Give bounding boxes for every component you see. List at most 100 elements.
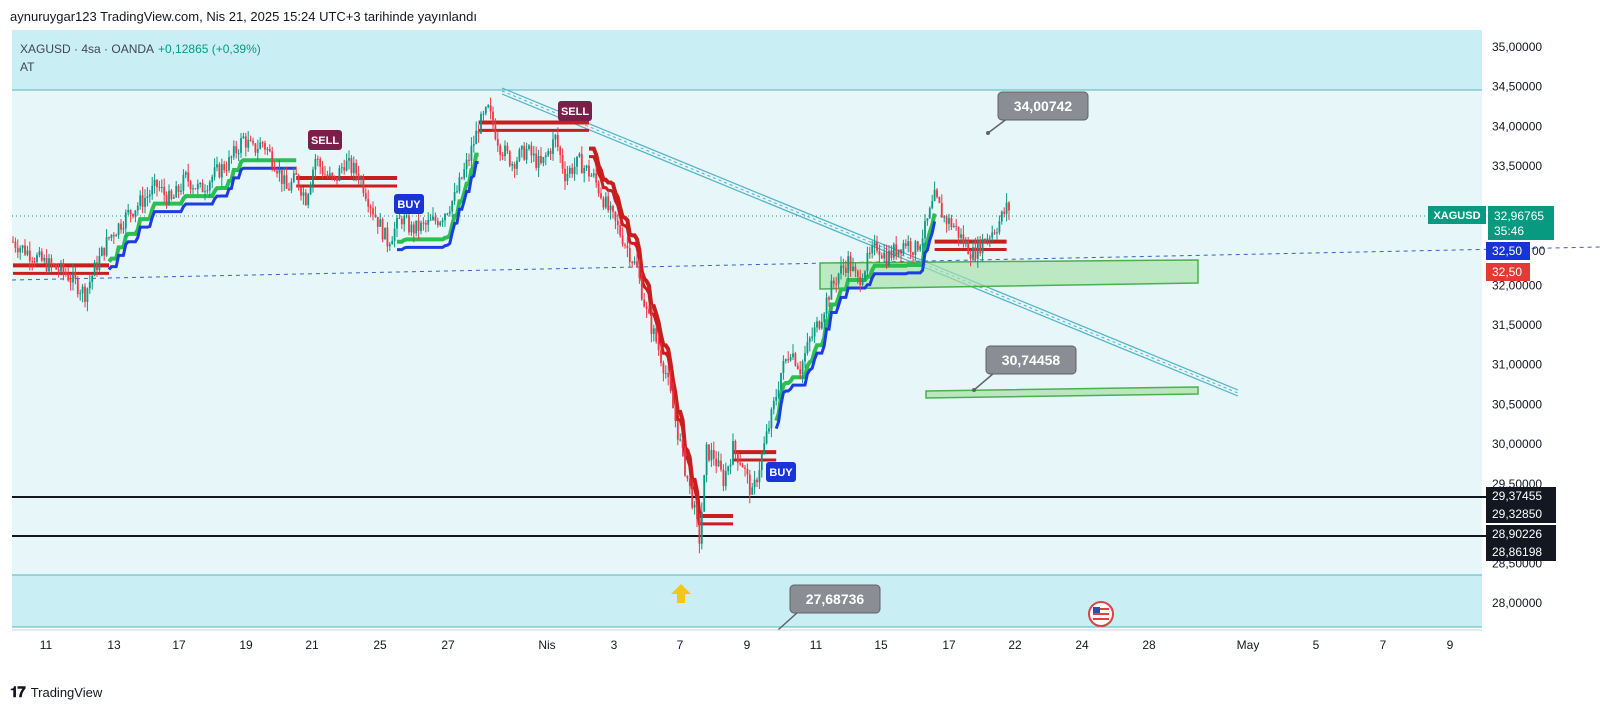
candle-body xyxy=(110,234,113,238)
candle-body xyxy=(912,252,914,255)
support-badges: 29,37455 29,32850 28,90226 28,86198 xyxy=(1486,487,1556,561)
candle-body xyxy=(324,174,326,176)
candle-body xyxy=(312,169,314,185)
candle-body xyxy=(960,234,962,238)
candle-body xyxy=(580,153,583,174)
svg-text:35:46: 35:46 xyxy=(1494,224,1524,238)
descending-channel[interactable] xyxy=(501,87,1239,397)
candle-body xyxy=(417,220,420,231)
candle-body xyxy=(765,431,768,444)
candle-body xyxy=(432,216,434,220)
candle-body xyxy=(645,306,648,309)
candle-body xyxy=(268,149,271,152)
price-tick-label: 33,50000 xyxy=(1492,159,1542,173)
candle-body xyxy=(247,139,250,148)
candle-body xyxy=(976,240,979,259)
upper-band xyxy=(12,30,1482,90)
candle-body xyxy=(355,163,358,174)
candle-body xyxy=(139,195,142,206)
candle-body xyxy=(530,145,533,156)
candle-body xyxy=(904,243,907,247)
candle-body xyxy=(727,466,730,472)
candle-body xyxy=(808,338,811,343)
candle-body xyxy=(444,213,446,221)
candle-body xyxy=(436,220,439,226)
candle-body xyxy=(216,164,218,168)
candle-body xyxy=(664,373,667,375)
candle-body xyxy=(496,139,499,146)
candle-body xyxy=(482,113,485,115)
price-scale[interactable]: 35,00000 34,50000 34,00000 33,50000 32,00000… xyxy=(1492,40,1542,610)
candle-body xyxy=(693,504,696,508)
target-zone[interactable] xyxy=(925,386,1199,399)
candle-body xyxy=(88,282,91,289)
time-tick-label: 13 xyxy=(107,638,121,652)
candle-body xyxy=(463,169,466,179)
price-chart[interactable]: SELL BUY SELL BUY 34,00742 30,74458 xyxy=(11,30,1600,668)
chart-legend[interactable]: XAGUSD · 4sa · OANDA +0,12865 (+0,39%) AT xyxy=(20,40,261,76)
callout-2768[interactable]: 27,68736 xyxy=(777,584,881,631)
candle-body xyxy=(175,185,178,198)
candle-body xyxy=(753,479,756,488)
candle-body xyxy=(662,363,665,374)
candle-body xyxy=(952,225,955,228)
candle-body xyxy=(105,237,108,256)
candle-body xyxy=(955,225,958,227)
candle-body xyxy=(873,241,876,247)
candle-body xyxy=(844,267,847,273)
candle-body xyxy=(84,286,86,302)
candle-body xyxy=(237,152,240,154)
candle-body xyxy=(854,266,857,272)
candle-body xyxy=(403,216,406,225)
price-tick-label: 34,50000 xyxy=(1492,80,1542,94)
candle-body xyxy=(981,238,984,254)
candle-body xyxy=(588,165,590,177)
candle-body xyxy=(688,478,691,486)
candle-body xyxy=(914,241,917,255)
time-tick-label: 19 xyxy=(239,638,253,652)
last-price-badge: XAGUSD 32,96765 35:46 xyxy=(1428,206,1554,240)
candle-body xyxy=(55,264,58,270)
candle-body xyxy=(412,224,415,234)
candle-body xyxy=(900,249,902,254)
candle-body xyxy=(345,160,348,171)
candle-body xyxy=(446,213,449,215)
candle-body xyxy=(460,177,463,179)
candle-body xyxy=(393,228,396,241)
candle-body xyxy=(597,182,600,194)
candle-body xyxy=(316,158,319,160)
candle-body xyxy=(648,308,650,314)
candle-body xyxy=(715,458,718,467)
candle-body xyxy=(213,167,216,177)
candle-body xyxy=(746,468,749,475)
candle-body xyxy=(813,327,816,337)
candle-body xyxy=(655,328,658,342)
candle-body xyxy=(897,249,900,256)
candle-body xyxy=(367,199,370,207)
up-arrow-icon xyxy=(671,584,691,603)
candle-body xyxy=(957,226,960,238)
candle-body xyxy=(722,469,725,487)
resistance-zone[interactable] xyxy=(819,259,1199,290)
candle-body xyxy=(595,173,598,183)
candle-body xyxy=(211,176,214,183)
candle-body xyxy=(223,164,226,171)
candle-body xyxy=(549,151,552,154)
candle-body xyxy=(768,428,770,432)
candle-body xyxy=(892,244,895,258)
us-flag-event-icon[interactable] xyxy=(1088,601,1114,627)
candle-body xyxy=(14,241,17,248)
candle-body xyxy=(26,250,29,255)
candle-body xyxy=(679,439,682,441)
candle-body xyxy=(931,201,934,209)
candle-body xyxy=(439,222,442,226)
candle-body xyxy=(448,211,451,214)
candle-body xyxy=(357,173,360,180)
candle-body xyxy=(856,271,859,278)
chart-stage[interactable]: SELL BUY SELL BUY 34,00742 30,74458 xyxy=(11,30,1600,668)
candle-body xyxy=(168,190,170,205)
callout-3074[interactable]: 30,74458 xyxy=(972,345,1077,392)
time-axis[interactable]: 11 13 17 19 21 25 27 Nis 3 7 9 11 15 17 22 24 28 May 5 7 9 xyxy=(40,638,1454,652)
candle-body xyxy=(192,188,194,190)
callout-34[interactable]: 34,00742 xyxy=(986,91,1089,135)
